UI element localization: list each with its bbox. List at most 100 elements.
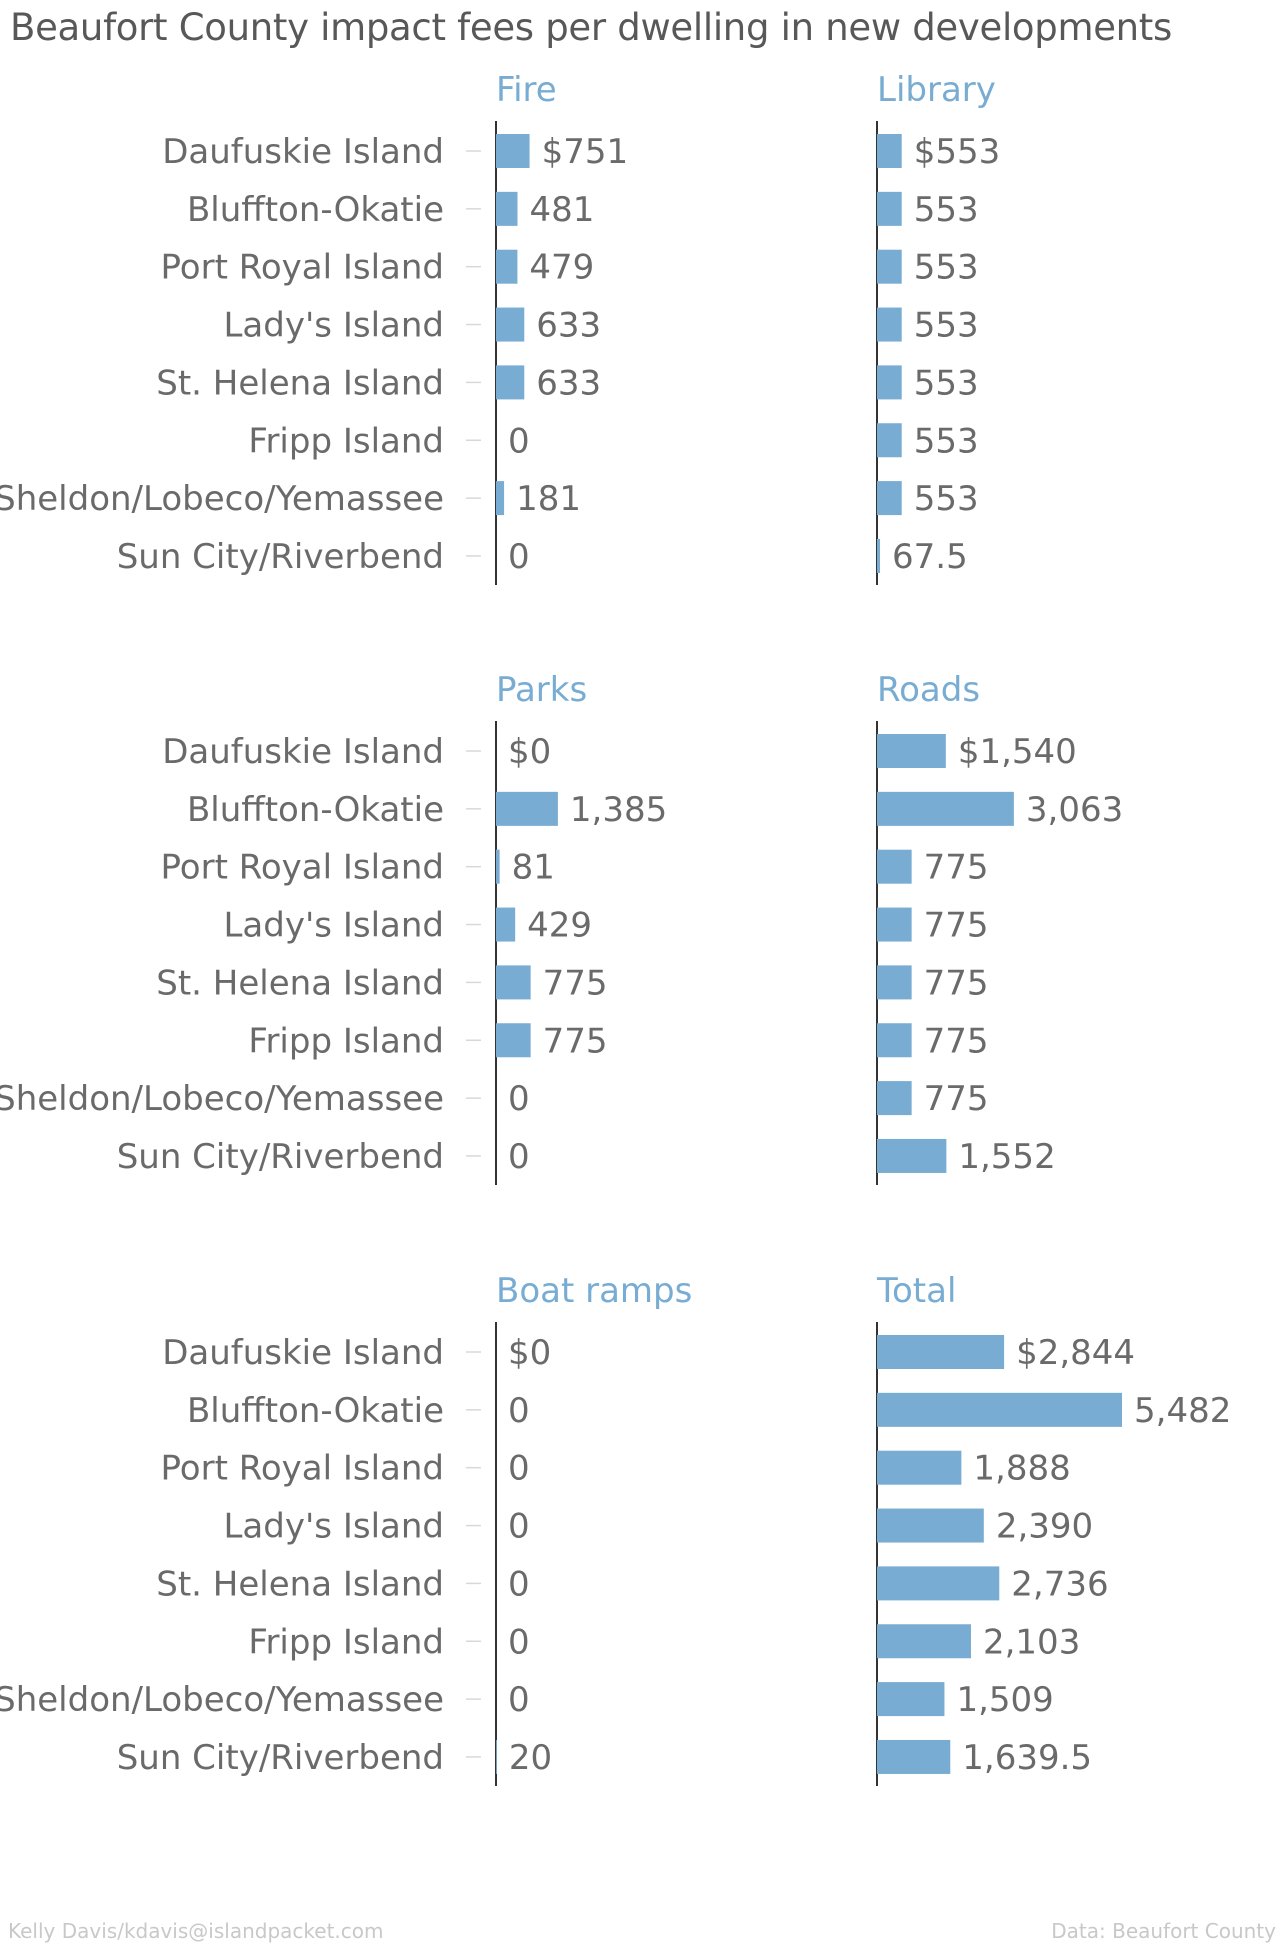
value-label-boat-ramps-sun-city-riverbend: 20	[509, 1738, 552, 1778]
value-label-boat-ramps-bluffton-okatie: 0	[508, 1391, 530, 1431]
value-label-fire-port-royal-island: 479	[529, 248, 594, 288]
value-label-parks-daufuskie-island: $0	[508, 732, 551, 772]
panel-fire: Fire Daufuskie Island $751 Bluffton-Okatie 4…	[0, 70, 628, 585]
value-label-library-fripp-island: 553	[914, 421, 979, 461]
bar-library-lady-s-island	[877, 307, 902, 342]
panel-total: Total $2,844 5,482 1,888 2,390 2,736 2,103 1,50…	[876, 1271, 1231, 1786]
category-label-lady-s-island-2: Lady's Island	[223, 906, 444, 946]
bar-roads-daufuskie-island	[877, 734, 946, 768]
value-label-parks-lady-s-island: 429	[527, 906, 592, 946]
bar-total-st-helena-island	[877, 1566, 1000, 1601]
panel-boat-ramps: Boat ramps Daufuskie Island $0 Bluffton-Oka…	[0, 1271, 692, 1786]
value-label-library-lady-s-island: 553	[914, 306, 979, 346]
category-label-st-helena-island-1: St. Helena Island	[156, 363, 444, 403]
bar-total-sheldon-lobeco-yemassee	[877, 1682, 945, 1717]
bar-fire-lady-s-island	[496, 307, 525, 342]
category-label-sun-city-riverbend-1: Sun City/Riverbend	[117, 537, 444, 577]
value-label-total-bluffton-okatie: 5,482	[1134, 1391, 1231, 1431]
value-label-total-fripp-island: 2,103	[983, 1622, 1080, 1662]
category-label-sun-city-riverbend-2: Sun City/Riverbend	[117, 1137, 444, 1177]
value-label-total-st-helena-island: 2,736	[1011, 1564, 1108, 1604]
value-label-library-daufuskie-island: $553	[914, 132, 1001, 172]
category-label-fripp-island-3: Fripp Island	[248, 1622, 444, 1662]
category-label-bluffton-okatie-3: Bluffton-Okatie	[187, 1391, 444, 1431]
bar-total-port-royal-island	[877, 1450, 962, 1485]
category-label-daufuskie-island-3: Daufuskie Island	[162, 1333, 444, 1373]
bar-fire-sheldon-lobeco-yemassee	[496, 481, 505, 516]
bar-library-st-helena-island	[877, 365, 902, 400]
panel-title-total: Total	[876, 1271, 956, 1311]
value-label-boat-ramps-fripp-island: 0	[508, 1622, 530, 1662]
value-label-roads-fripp-island: 775	[924, 1021, 989, 1061]
value-label-parks-bluffton-okatie: 1,385	[570, 790, 667, 830]
bar-roads-fripp-island	[877, 1023, 912, 1058]
bar-total-sun-city-riverbend	[877, 1739, 951, 1774]
data-source-credit: Data: Beaufort County	[1051, 1919, 1276, 1943]
value-label-parks-sun-city-riverbend: 0	[508, 1137, 530, 1177]
category-label-port-royal-island-2: Port Royal Island	[161, 848, 444, 888]
bar-parks-fripp-island	[496, 1023, 531, 1058]
category-label-bluffton-okatie-2: Bluffton-Okatie	[187, 790, 444, 830]
bar-fire-daufuskie-island	[496, 134, 530, 168]
bar-roads-bluffton-okatie	[877, 791, 1014, 826]
bar-parks-st-helena-island	[496, 965, 531, 1000]
value-label-boat-ramps-daufuskie-island: $0	[508, 1333, 551, 1373]
category-label-fripp-island-2: Fripp Island	[248, 1021, 444, 1061]
bar-roads-lady-s-island	[877, 907, 912, 942]
value-label-fire-lady-s-island: 633	[536, 306, 601, 346]
bar-roads-sheldon-lobeco-yemassee	[877, 1081, 912, 1116]
bar-library-sheldon-lobeco-yemassee	[877, 481, 902, 516]
category-label-sheldon-lobeco-yemassee-2: Sheldon/Lobeco/Yemassee	[0, 1079, 444, 1119]
value-label-total-daufuskie-island: $2,844	[1016, 1333, 1135, 1373]
bar-total-fripp-island	[877, 1624, 971, 1659]
value-label-library-sheldon-lobeco-yemassee: 553	[914, 479, 979, 519]
category-label-bluffton-okatie-1: Bluffton-Okatie	[187, 190, 444, 230]
bar-library-port-royal-island	[877, 249, 902, 284]
panel-roads: Roads $1,540 3,063 775 775 775 775 775 1,552	[876, 670, 1123, 1185]
value-label-fire-fripp-island: 0	[508, 421, 530, 461]
value-label-parks-port-royal-island: 81	[512, 848, 555, 888]
value-label-total-port-royal-island: 1,888	[973, 1449, 1070, 1489]
value-label-fire-bluffton-okatie: 481	[529, 190, 594, 230]
value-label-roads-port-royal-island: 775	[924, 848, 989, 888]
bar-total-lady-s-island	[877, 1508, 984, 1543]
bar-total-daufuskie-island	[877, 1335, 1005, 1369]
category-label-sheldon-lobeco-yemassee-3: Sheldon/Lobeco/Yemassee	[0, 1680, 444, 1720]
panel-title-fire: Fire	[496, 70, 557, 110]
bar-total-bluffton-okatie	[877, 1392, 1122, 1427]
value-label-boat-ramps-sheldon-lobeco-yemassee: 0	[508, 1680, 530, 1720]
value-label-roads-daufuskie-island: $1,540	[958, 732, 1077, 772]
category-label-st-helena-island-2: St. Helena Island	[156, 963, 444, 1003]
value-label-roads-bluffton-okatie: 3,063	[1026, 790, 1123, 830]
bar-library-sun-city-riverbend	[877, 538, 881, 573]
value-label-roads-sheldon-lobeco-yemassee: 775	[924, 1079, 989, 1119]
value-label-library-bluffton-okatie: 553	[914, 190, 979, 230]
value-label-total-sun-city-riverbend: 1,639.5	[962, 1738, 1092, 1778]
value-label-fire-sun-city-riverbend: 0	[508, 537, 530, 577]
value-label-roads-lady-s-island: 775	[924, 906, 989, 946]
bar-roads-sun-city-riverbend	[877, 1138, 947, 1173]
bar-parks-bluffton-okatie	[496, 791, 558, 826]
value-label-parks-st-helena-island: 775	[543, 963, 608, 1003]
value-label-boat-ramps-port-royal-island: 0	[508, 1449, 530, 1489]
category-label-lady-s-island-3: Lady's Island	[223, 1507, 444, 1547]
bar-fire-port-royal-island	[496, 249, 518, 284]
value-label-parks-fripp-island: 775	[543, 1021, 608, 1061]
value-label-library-sun-city-riverbend: 67.5	[892, 537, 968, 577]
category-label-sheldon-lobeco-yemassee-1: Sheldon/Lobeco/Yemassee	[0, 479, 444, 519]
panel-title-boat-ramps: Boat ramps	[496, 1271, 692, 1311]
panel-title-roads: Roads	[877, 670, 980, 710]
bar-library-daufuskie-island	[877, 134, 902, 168]
panel-library: Library $553 553 553 553 553 553 553 67.5	[876, 70, 1001, 585]
value-label-library-st-helena-island: 553	[914, 363, 979, 403]
bar-fire-st-helena-island	[496, 365, 525, 400]
value-label-total-sheldon-lobeco-yemassee: 1,509	[956, 1680, 1053, 1720]
value-label-fire-daufuskie-island: $751	[542, 132, 629, 172]
category-label-daufuskie-island-2: Daufuskie Island	[162, 732, 444, 772]
category-label-fripp-island-1: Fripp Island	[248, 421, 444, 461]
category-label-port-royal-island-3: Port Royal Island	[161, 1449, 444, 1489]
category-label-lady-s-island-1: Lady's Island	[223, 306, 444, 346]
panel-title-parks: Parks	[496, 670, 587, 710]
category-label-daufuskie-island-1: Daufuskie Island	[162, 132, 444, 172]
bar-parks-lady-s-island	[496, 907, 516, 942]
